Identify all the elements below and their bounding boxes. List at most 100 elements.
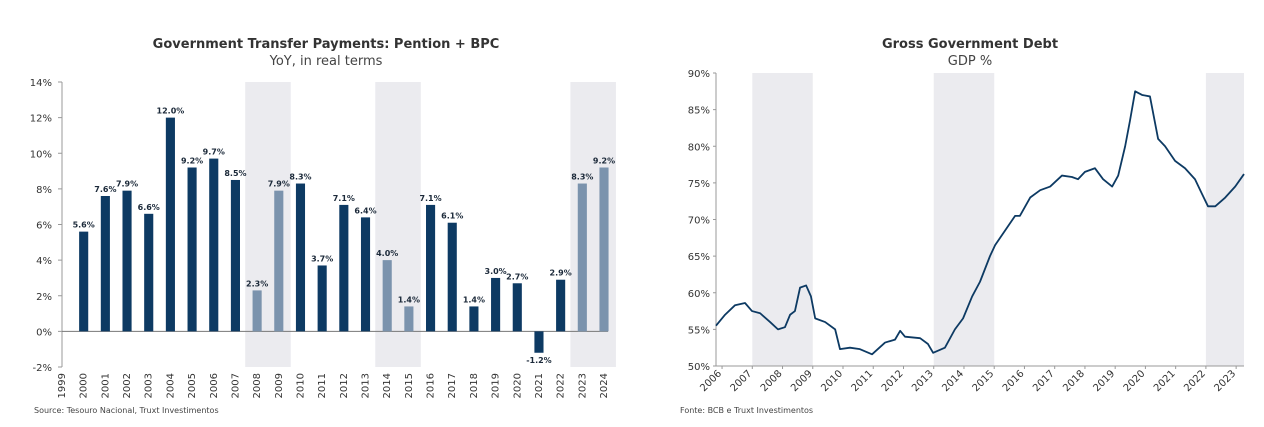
value-label: 2.3% (246, 279, 268, 288)
x-tick-label: 2024 (599, 373, 610, 398)
value-label: 1.4% (398, 295, 420, 304)
value-label: 6.4% (354, 206, 376, 215)
x-tick-label: 1999 (57, 373, 68, 398)
value-label: 12.0% (157, 107, 185, 116)
y-tick-label: 75% (688, 179, 710, 190)
y-tick-label: 65% (688, 252, 710, 263)
x-tick-label: 2015 (971, 368, 997, 394)
bar (165, 117, 175, 332)
y-tick-label: 60% (688, 289, 710, 300)
x-tick-label: 2022 (1182, 368, 1208, 394)
value-label: 8.3% (571, 173, 593, 182)
y-tick-label: 55% (688, 325, 710, 336)
x-tick-label: 2021 (534, 373, 545, 398)
value-label: 9.2% (181, 157, 203, 166)
value-label: 7.1% (419, 194, 441, 203)
bar (230, 179, 240, 332)
y-tick-label: 50% (688, 362, 710, 373)
value-label: 2.7% (506, 272, 528, 281)
bar (295, 183, 306, 332)
source: Fonte: BCB e Truxt Investimentos (680, 406, 813, 415)
x-tick-label: 2010 (295, 373, 306, 398)
line (715, 90, 1245, 356)
chart-title: Gross Government Debt (882, 37, 1058, 52)
chart-subtitle: GDP % (948, 54, 992, 69)
value-label: 7.1% (333, 194, 355, 203)
y-tick-label: 80% (688, 142, 710, 153)
bar (556, 279, 566, 332)
value-label: 6.1% (441, 212, 463, 221)
x-tick-label: 2008 (759, 368, 785, 394)
x-tick-label: 2008 (252, 373, 263, 398)
shaded-region (570, 82, 616, 367)
x-tick-label: 2007 (230, 373, 241, 398)
y-tick-label: 12% (30, 114, 52, 125)
y-tick-label: 14% (30, 78, 52, 89)
x-tick-label: 2009 (274, 373, 285, 398)
bar (577, 183, 587, 332)
x-tick-label: 2014 (940, 368, 966, 394)
x-tick-label: 2012 (880, 368, 906, 394)
x-tick-label: 2013 (910, 368, 936, 394)
value-label: 3.0% (485, 267, 507, 276)
shaded-region (752, 73, 813, 366)
bar (274, 190, 284, 332)
bar (187, 167, 197, 332)
x-tick-label: 2019 (1092, 368, 1118, 394)
x-tick-label: 2017 (1031, 368, 1057, 394)
value-label: 7.6% (94, 185, 116, 194)
value-label: 9.2% (593, 157, 615, 166)
shaded-region (1205, 73, 1244, 366)
value-label: 7.9% (268, 180, 290, 189)
value-label: 8.5% (224, 169, 246, 178)
bar (100, 196, 110, 332)
bar (209, 158, 219, 332)
y-tick-label: 0% (36, 327, 52, 338)
y-tick-label: 10% (30, 149, 52, 160)
bar (447, 222, 457, 332)
chart-subtitle: YoY, in real terms (269, 54, 383, 69)
bar (512, 283, 522, 332)
x-tick-label: 2013 (361, 373, 372, 398)
bar (599, 167, 609, 332)
x-tick-label: 2021 (1152, 368, 1178, 394)
bar (144, 213, 154, 332)
chart-title: Government Transfer Payments: Pention + … (153, 37, 500, 52)
value-label: 3.7% (311, 254, 333, 263)
value-label: 9.7% (203, 148, 225, 157)
bar (404, 306, 414, 332)
bar (122, 190, 132, 332)
bar (491, 277, 501, 332)
y-tick-label: -2% (33, 363, 52, 374)
value-label: 4.0% (376, 249, 398, 258)
x-tick-label: 2020 (512, 373, 523, 398)
x-tick-label: 2006 (209, 373, 220, 398)
x-tick-label: 2011 (317, 373, 328, 398)
x-tick-label: 2000 (79, 373, 90, 398)
bar (79, 231, 89, 332)
bar (469, 306, 479, 332)
x-tick-label: 2015 (404, 373, 415, 398)
x-tick-label: 2020 (1122, 368, 1148, 394)
y-tick-label: 6% (36, 221, 52, 232)
x-tick-label: 2010 (819, 368, 845, 394)
x-tick-label: 2019 (491, 373, 502, 398)
x-tick-label: 2002 (122, 373, 133, 398)
x-tick-label: 2007 (729, 368, 755, 394)
y-tick-label: 8% (36, 185, 52, 196)
x-tick-label: 2023 (577, 373, 588, 398)
value-label: 1.4% (463, 295, 485, 304)
bar (252, 290, 262, 332)
value-label: 5.6% (73, 221, 95, 230)
bar (534, 331, 544, 353)
bar (360, 217, 371, 332)
x-tick-label: 2016 (1001, 368, 1027, 394)
x-tick-label: 2018 (1061, 368, 1087, 394)
x-tick-label: 2001 (100, 373, 111, 398)
y-tick-label: 85% (688, 106, 710, 117)
y-tick-label: 4% (36, 256, 52, 267)
shaded-region (933, 73, 995, 366)
x-tick-label: 2011 (850, 368, 876, 394)
bar (317, 265, 327, 332)
